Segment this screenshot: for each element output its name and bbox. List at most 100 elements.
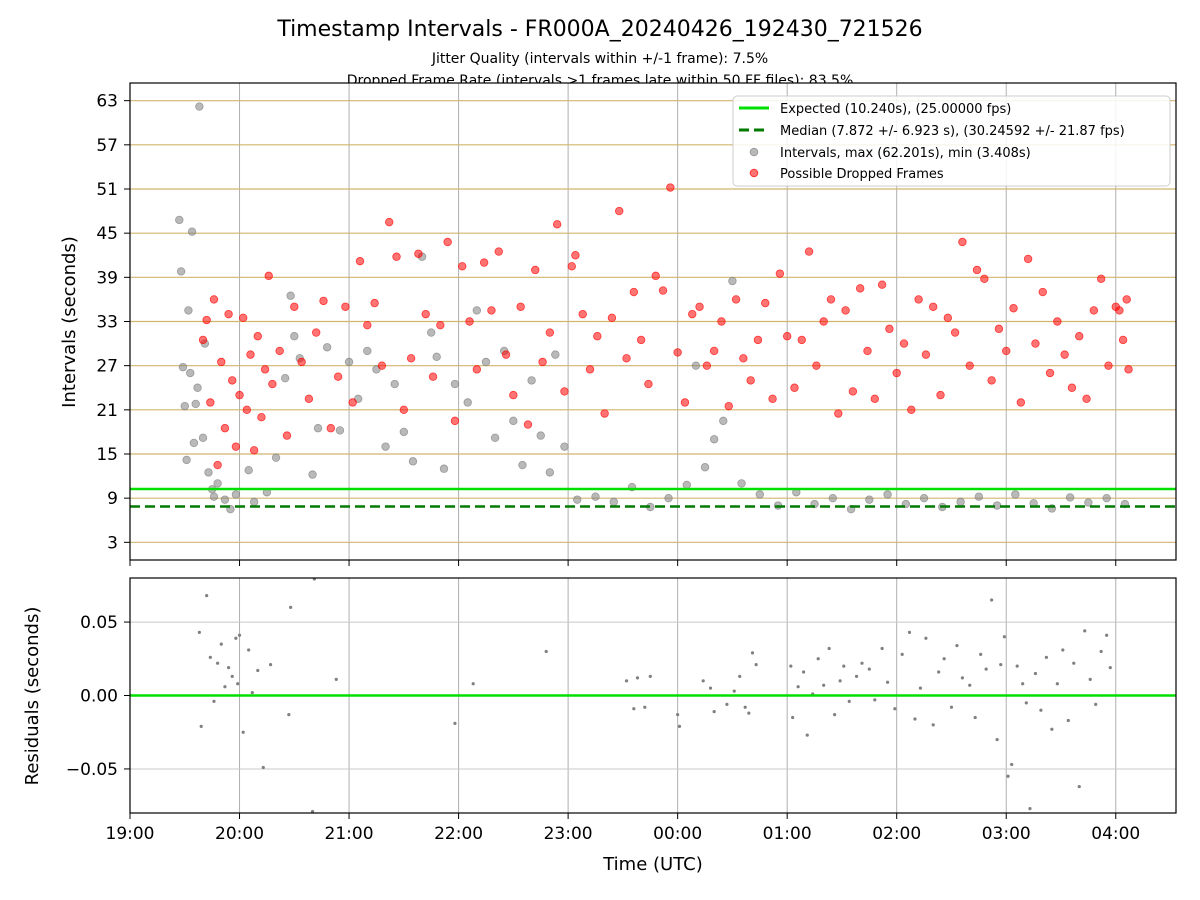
residual-point	[924, 636, 928, 640]
dropped-frame-point	[290, 302, 299, 311]
residual-point	[1021, 682, 1025, 686]
dropped-frame-point	[688, 309, 697, 319]
dropped-frame-point	[987, 376, 996, 385]
dropped-frame-point	[198, 335, 208, 345]
intervals-y-tick-label: 27	[96, 357, 118, 377]
dropped-frame-point	[782, 332, 792, 341]
dropped-frame-point	[257, 412, 266, 422]
residual-point	[1055, 682, 1059, 686]
residual-point	[838, 679, 842, 683]
intervals-y-tick-label: 21	[96, 401, 118, 421]
intervals-y-tick-label: 9	[107, 489, 118, 509]
residual-point	[310, 809, 315, 814]
interval-point	[432, 352, 441, 362]
dropped-frame-point	[709, 346, 719, 356]
interval-point	[213, 479, 222, 488]
chart-subtitle-line-1: Jitter Quality (intervals within +/-1 fr…	[431, 51, 768, 67]
interval-point	[198, 433, 208, 443]
residual-point	[219, 642, 223, 646]
dropped-frame-point	[275, 346, 284, 356]
dropped-frame-point	[311, 328, 321, 337]
interval-point	[536, 431, 545, 440]
interval-point	[308, 470, 317, 479]
interval-point	[883, 490, 892, 499]
interval-point	[187, 227, 197, 236]
interval-point	[249, 497, 259, 507]
interval-point	[335, 426, 345, 435]
x-tick-label: 01:00	[763, 824, 812, 844]
x-tick-label: 20:00	[215, 824, 264, 844]
dropped-frame-point	[739, 354, 748, 363]
dropped-frame-point	[297, 357, 306, 367]
residual-point	[789, 664, 793, 668]
residual-point	[261, 765, 265, 770]
dropped-frame-point	[651, 271, 660, 281]
x-tick-label: 00:00	[653, 824, 702, 844]
intervals-y-tick-label: 63	[96, 92, 118, 112]
interval-point	[691, 361, 701, 370]
residual-point	[822, 683, 826, 687]
interval-point	[527, 376, 536, 385]
interval-point	[956, 497, 965, 507]
dropped-frame-point	[834, 409, 843, 418]
dropped-frame-point	[399, 405, 409, 415]
x-tick-label: 04:00	[1091, 824, 1140, 844]
dropped-frame-point	[950, 328, 960, 337]
chart-title: Timestamp Intervals - FR000A_20240426_19…	[276, 17, 922, 42]
dropped-frame-point	[658, 286, 668, 295]
residual-point	[984, 667, 988, 671]
dropped-frame-point	[487, 306, 496, 315]
residual-point	[743, 705, 747, 709]
interval-point	[322, 343, 332, 352]
residual-point	[205, 594, 209, 598]
interval-point	[209, 492, 219, 501]
dropped-frame-point	[899, 339, 909, 348]
dropped-frame-point	[600, 409, 609, 418]
residual-point	[1108, 665, 1112, 670]
interval-point	[313, 424, 323, 433]
interval-point	[176, 267, 186, 276]
dropped-frame-point	[702, 361, 712, 370]
residual-point	[268, 663, 273, 667]
dropped-frame-point	[885, 324, 894, 334]
residual-point	[1002, 635, 1007, 639]
dropped-frame-point	[224, 309, 233, 319]
interval-point	[204, 468, 213, 477]
residual-point	[648, 674, 652, 679]
dropped-frame-point	[622, 354, 631, 363]
residual-point	[1015, 664, 1019, 668]
interval-point	[427, 328, 436, 337]
residual-point	[701, 679, 705, 683]
residual-point	[453, 721, 457, 726]
residual-point	[1028, 806, 1032, 811]
interval-point	[390, 379, 399, 389]
dropped-frame-point	[914, 295, 923, 304]
intervals-y-tick-label: 57	[96, 136, 118, 156]
residual-point	[1039, 708, 1043, 712]
residual-point	[1077, 784, 1081, 789]
interval-point	[755, 490, 764, 499]
dropped-frame-point	[1104, 361, 1113, 370]
interval-point	[180, 401, 189, 411]
dropped-frame-point	[1053, 317, 1062, 326]
residual-point	[1066, 718, 1070, 723]
x-tick-label: 21:00	[325, 824, 374, 844]
interval-point	[472, 306, 482, 315]
dropped-frame-point	[921, 350, 931, 359]
dropped-frame-point	[567, 262, 576, 271]
dropped-frame-point	[264, 271, 273, 281]
residual-point	[199, 724, 203, 728]
legend-expected-label: Expected (10.240s), (25.00000 fps)	[780, 102, 1011, 117]
residual-point	[842, 664, 846, 668]
residual-point	[1050, 727, 1054, 731]
dropped-frame-point	[1118, 335, 1128, 345]
dropped-frame-point	[863, 346, 872, 356]
dropped-frame-point	[370, 298, 379, 308]
residual-point	[677, 724, 682, 728]
interval-point	[728, 276, 737, 286]
dropped-frame-point	[695, 302, 704, 311]
interval-point	[175, 215, 184, 225]
dropped-frame-point	[202, 315, 211, 325]
dropped-frame-point	[812, 361, 821, 370]
